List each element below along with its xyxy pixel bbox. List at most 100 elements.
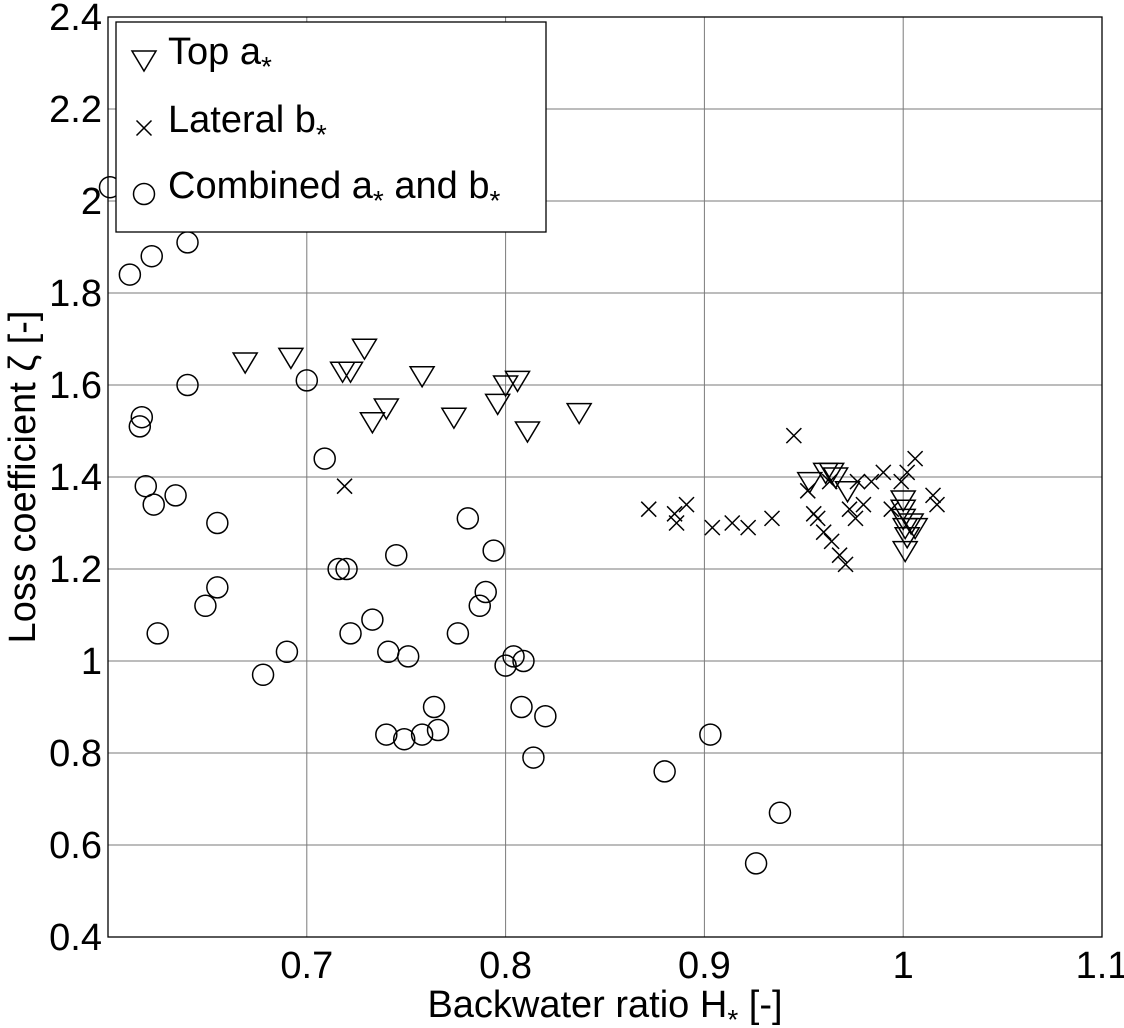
top-a-marker [565, 402, 593, 426]
y-tick-label: 1.2 [49, 549, 102, 591]
top-a-marker [897, 513, 925, 536]
y-tick-label: 2 [81, 181, 102, 223]
top-a-marker [891, 540, 919, 564]
top-a-marker [818, 462, 845, 485]
top-a-marker [889, 499, 917, 522]
combined-marker [410, 723, 434, 746]
combined-marker [426, 718, 450, 742]
lateral-b-marker [849, 473, 866, 490]
top-a-marker [408, 366, 436, 389]
lateral-b-marker [821, 473, 838, 490]
top-a-marker [492, 375, 519, 398]
x-axis-title: Backwater ratio H* [-] [427, 984, 782, 1028]
lateral-b-marker [837, 556, 854, 573]
lateral-b-marker [841, 501, 858, 518]
combined-marker [206, 511, 229, 535]
lateral-b-marker [815, 524, 832, 541]
combined-marker [699, 723, 722, 746]
top-a-marker [231, 352, 259, 375]
lateral-b-marker [724, 514, 741, 532]
combined-marker [510, 695, 533, 719]
lateral-b-marker [668, 514, 685, 532]
combined-marker [339, 622, 362, 645]
top-a-marker [796, 471, 824, 495]
combined-marker [128, 415, 152, 438]
top-a-marker [901, 517, 929, 541]
combined-marker [146, 622, 169, 645]
legend-box [115, 21, 547, 233]
lateral-b-marker [855, 496, 872, 513]
y-tick-label: 1.6 [49, 365, 102, 407]
y-axis-title: Loss coefficient ζ [-] [2, 311, 44, 644]
top-a-marker [351, 338, 378, 361]
top-a-marker [822, 467, 849, 490]
legend-lateral-b-marker [135, 119, 153, 137]
legend: Top a* Lateral b* Combined a* and b* [115, 21, 547, 233]
lateral-b-marker [883, 501, 900, 518]
y-tick-label: 0.8 [49, 733, 102, 775]
x-tick-label: 0.7 [280, 945, 333, 987]
top-a-marker [440, 407, 468, 430]
combined-marker [392, 727, 416, 751]
tick-labels: 0.7 0.8 0.9 1 1.1 0.4 0.6 0.8 1 1.2 1.4 1.6 1.8 2 2.2 2… [49, 0, 1124, 987]
top-a-marker [484, 393, 511, 416]
combined-marker [164, 484, 187, 507]
combined-marker [251, 663, 275, 687]
combined-marker [744, 852, 768, 875]
combined-marker [377, 640, 400, 664]
y-tick-label: 0.6 [49, 825, 102, 867]
y-tick-label: 2.2 [49, 89, 102, 131]
combined-marker [176, 231, 199, 254]
combined-marker [446, 622, 470, 645]
y-tick-label: 2.4 [49, 0, 102, 39]
combined-marker [653, 760, 676, 783]
top-a-marker [372, 398, 400, 421]
lateral-b-marker [763, 510, 781, 527]
combined-marker [494, 654, 517, 677]
combined-marker [118, 263, 142, 286]
lateral-b-marker [666, 505, 683, 522]
top-a-marker [889, 490, 917, 513]
x-tick-label: 0.8 [479, 945, 532, 987]
legend-top-a-marker [130, 50, 158, 73]
combined-marker [768, 801, 792, 825]
top-a-marker [329, 361, 356, 384]
lateral-b-marker [899, 464, 916, 481]
legend-label: Lateral b* [168, 99, 327, 150]
lateral-b-marker [823, 533, 840, 550]
combined-marker [482, 539, 505, 562]
legend-label: Combined a* and b* [168, 165, 500, 216]
combined-marker [396, 645, 420, 668]
lateral-b-marker [893, 473, 910, 490]
combined-marker [502, 645, 525, 668]
combined-marker [194, 594, 217, 618]
lateral-b-marker [847, 510, 864, 527]
y-tick-label: 0.4 [49, 917, 102, 959]
combined-marker [176, 373, 199, 397]
combined-marker [206, 576, 229, 599]
lateral-b-marker [336, 478, 353, 495]
combined-marker [327, 557, 350, 581]
x-tick-label: 0.9 [678, 945, 731, 987]
x-tick-label: 1.1 [1076, 945, 1124, 987]
top-a-marker [834, 481, 861, 504]
lateral-b-marker [875, 464, 892, 481]
combined-marker [468, 594, 492, 618]
top-a-marker [359, 412, 386, 435]
y-tick-label: 1.8 [49, 273, 102, 315]
lateral-b-marker [785, 427, 802, 444]
top-a-marker [889, 508, 917, 531]
lateral-b-marker [809, 510, 826, 527]
lateral-b-marker [640, 501, 657, 518]
x-tick-label: 1 [893, 945, 914, 987]
combined-marker [361, 608, 384, 631]
combined-marker [142, 493, 165, 516]
combined-marker [375, 723, 398, 746]
lateral-b-marker [863, 473, 880, 490]
legend-label: Top a* [168, 31, 272, 82]
lateral-b-marker [678, 496, 695, 513]
y-tick-label: 1.4 [49, 457, 102, 499]
top-a-marker [277, 347, 305, 370]
combined-marker [130, 405, 154, 429]
